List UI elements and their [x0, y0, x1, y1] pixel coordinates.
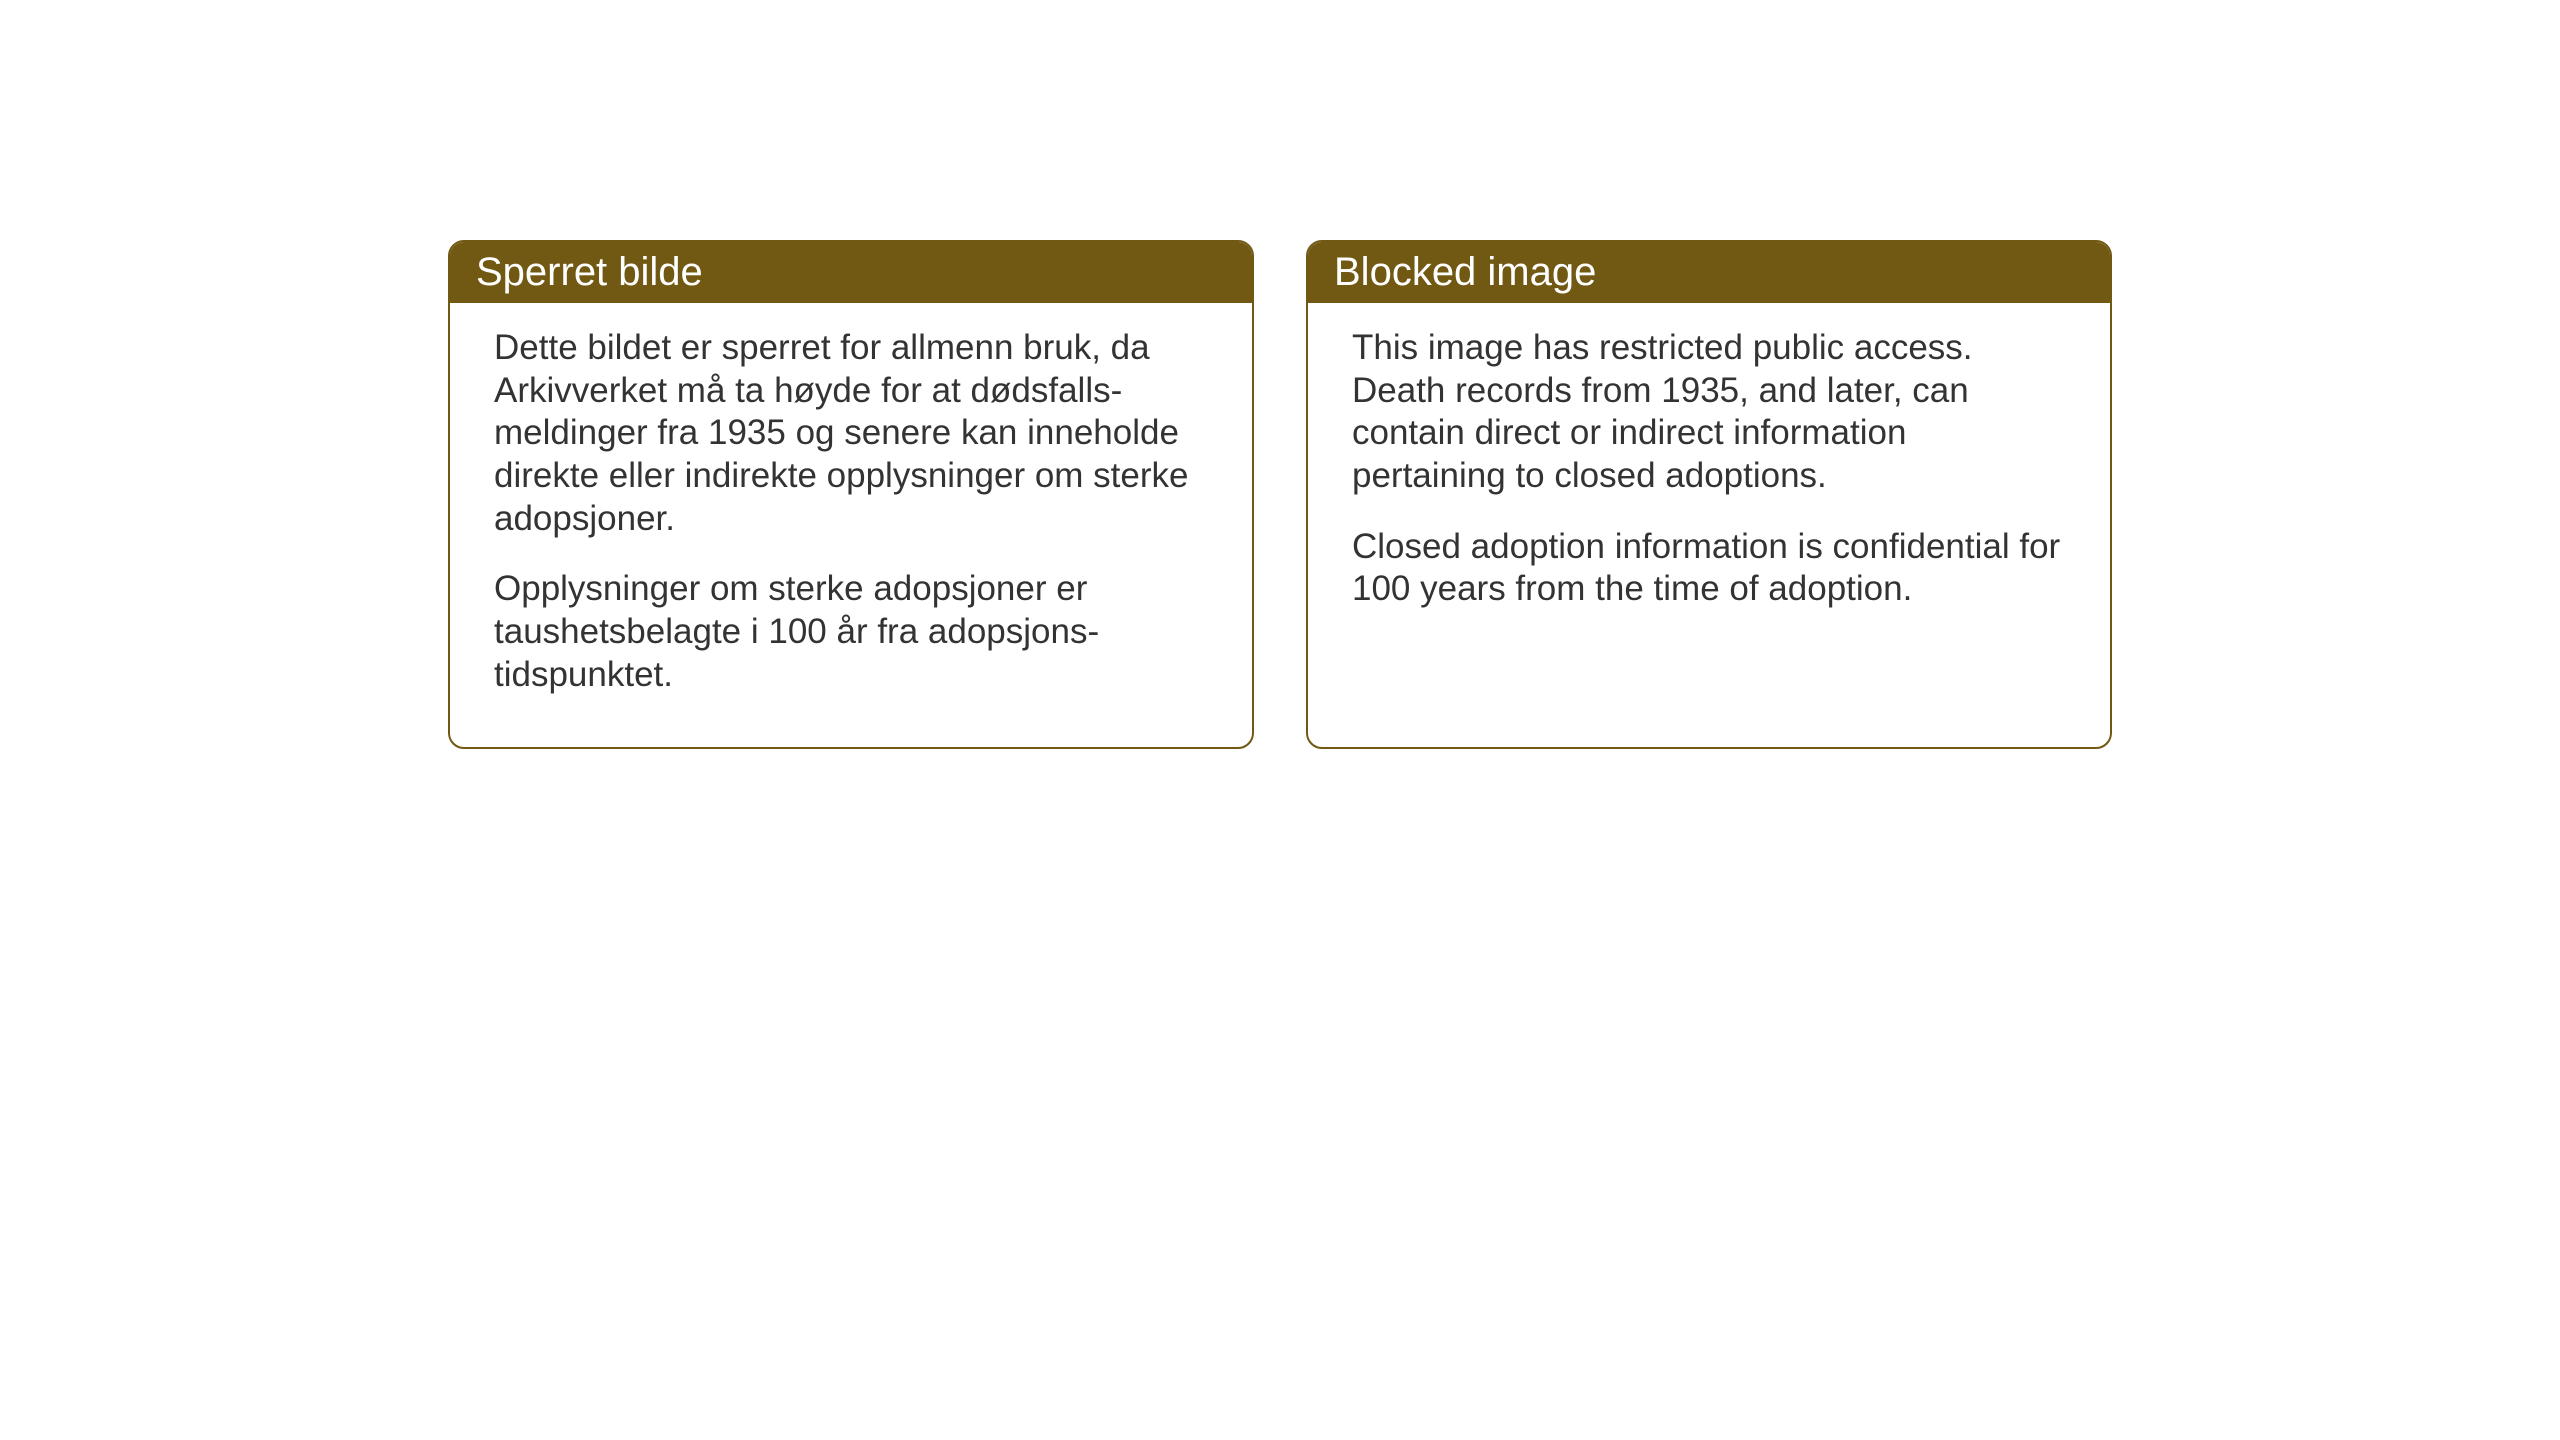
card-para2-norwegian: Opplysninger om sterke adopsjoner er tau…	[494, 568, 1208, 696]
card-title-norwegian: Sperret bilde	[476, 250, 703, 294]
card-para1-english: This image has restricted public access.…	[1352, 327, 2066, 498]
card-para1-norwegian: Dette bildet er sperret for allmenn bruk…	[494, 327, 1208, 540]
card-body-norwegian: Dette bildet er sperret for allmenn bruk…	[450, 303, 1252, 733]
card-english: Blocked image This image has restricted …	[1306, 240, 2112, 749]
card-header-english: Blocked image	[1308, 242, 2110, 303]
card-norwegian: Sperret bilde Dette bildet er sperret fo…	[448, 240, 1254, 749]
cards-container: Sperret bilde Dette bildet er sperret fo…	[448, 240, 2112, 749]
card-body-english: This image has restricted public access.…	[1308, 303, 2110, 647]
card-para2-english: Closed adoption information is confident…	[1352, 526, 2066, 611]
card-title-english: Blocked image	[1334, 250, 1596, 294]
card-header-norwegian: Sperret bilde	[450, 242, 1252, 303]
